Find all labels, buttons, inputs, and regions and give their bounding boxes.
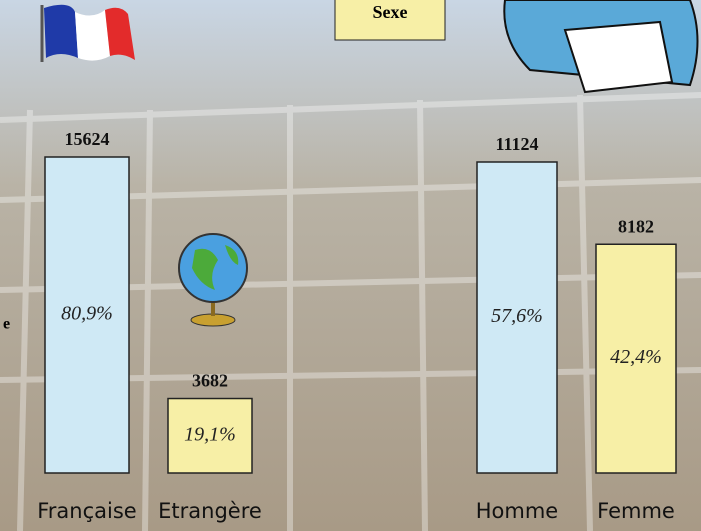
value-label: 11124	[495, 134, 538, 154]
side-label: e	[3, 316, 10, 333]
value-label: 3682	[192, 371, 228, 391]
share-label: 80,9%	[61, 303, 113, 325]
value-label: 8182	[618, 216, 654, 236]
bar	[595, 243, 677, 474]
bar	[44, 156, 130, 474]
globe	[178, 233, 248, 327]
flag	[40, 4, 135, 62]
category-label: Française	[37, 499, 136, 523]
share-label: 19,1%	[184, 423, 236, 445]
share-label: 42,4%	[610, 346, 662, 368]
share-label: 57,6%	[491, 305, 543, 327]
category-label: Etrangère	[158, 499, 262, 523]
bar	[167, 397, 253, 474]
title-box	[334, 0, 446, 41]
people-illustration	[503, 0, 699, 94]
category-label: Homme	[476, 499, 558, 523]
title: Sexe	[373, 2, 408, 22]
category-label: Femme	[597, 499, 675, 523]
bar	[476, 161, 558, 474]
value-label: 15624	[65, 129, 110, 149]
